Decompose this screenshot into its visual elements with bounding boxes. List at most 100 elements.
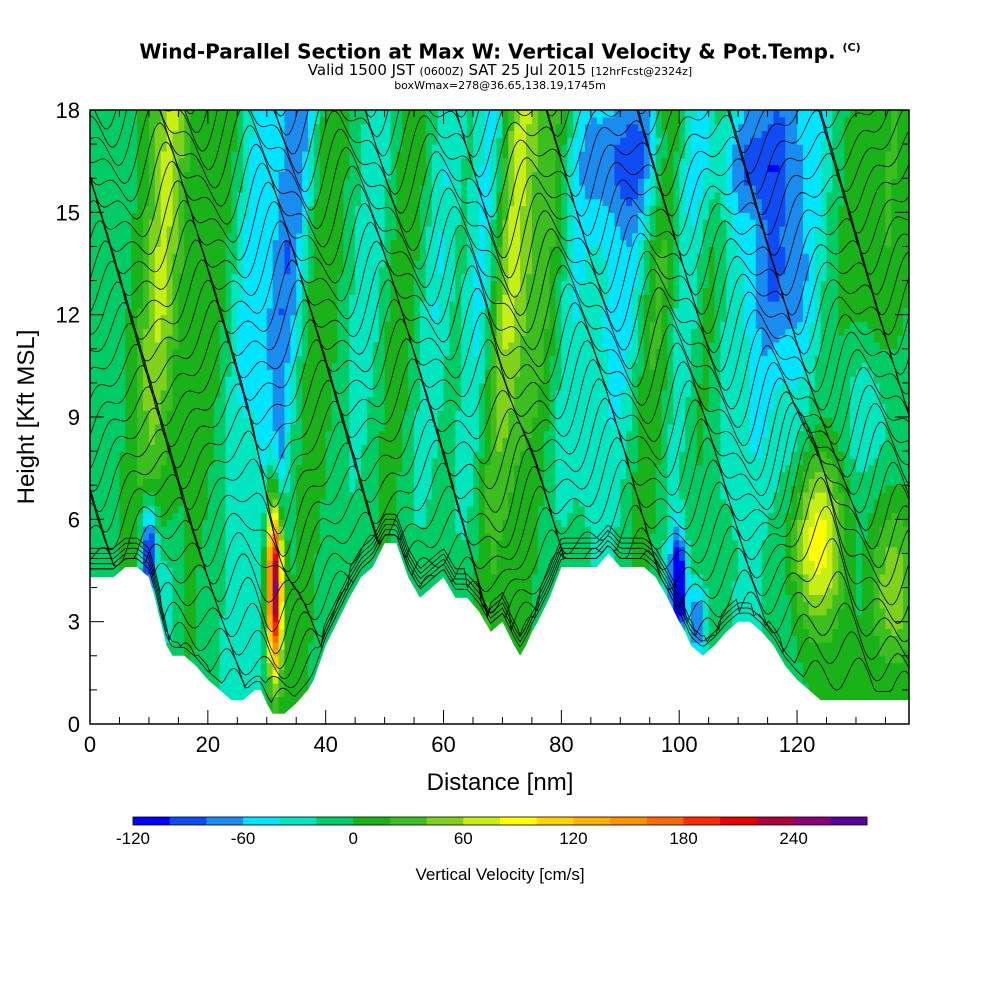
field-cell: [626, 492, 633, 500]
field-cell: [526, 628, 533, 636]
field-cell: [744, 539, 751, 548]
field-cell: [696, 648, 704, 657]
field-cell: [814, 683, 822, 691]
field-cell: [826, 546, 833, 555]
field-cell: [196, 553, 203, 561]
field-cell: [372, 526, 380, 534]
field-cell: [219, 662, 227, 671]
field-cell: [431, 519, 439, 527]
field-cell: [278, 553, 286, 561]
field-cell: [791, 608, 798, 616]
field-cell: [343, 546, 350, 555]
field-cell: [213, 546, 221, 555]
field-cell: [213, 683, 221, 691]
field-cell: [797, 580, 804, 589]
field-cell: [614, 505, 621, 514]
field-cell: [543, 553, 551, 561]
field-cell: [584, 498, 592, 507]
field-cell: [808, 567, 816, 575]
field-cell: [850, 587, 857, 595]
field-cell: [284, 498, 291, 507]
field-cell: [667, 512, 674, 520]
field-cell: [154, 526, 162, 534]
field-cell: [313, 635, 321, 643]
field-cell: [596, 519, 604, 527]
field-cell: [514, 519, 521, 527]
field-cell: [148, 512, 156, 520]
field-cell: [213, 560, 221, 568]
field-cell: [791, 492, 798, 500]
field-cell: [190, 492, 197, 500]
field-cell: [584, 492, 592, 500]
field-cell: [826, 662, 833, 671]
field-cell: [714, 628, 722, 636]
field-cell: [496, 614, 504, 623]
field-cell: [325, 553, 333, 561]
field-cell: [254, 655, 262, 664]
field-cell: [196, 662, 203, 671]
field-cell: [779, 492, 786, 500]
field-cell: [561, 532, 568, 541]
field-cell: [278, 689, 286, 698]
field-cell: [472, 478, 480, 486]
field-cell: [808, 539, 816, 548]
field-cell: [302, 655, 309, 664]
field-cell: [573, 478, 580, 486]
field-cell: [337, 532, 344, 541]
field-cell: [655, 485, 663, 493]
field-cell: [207, 532, 215, 541]
field-cell: [791, 655, 798, 664]
field-cell: [767, 628, 775, 636]
field-cell: [797, 546, 804, 555]
field-cell: [867, 505, 875, 514]
field-cell: [90, 532, 97, 541]
field-cell: [861, 492, 869, 500]
field-cell: [855, 669, 863, 677]
field-cell: [402, 532, 409, 541]
field-cell: [779, 655, 786, 664]
field-cell: [207, 621, 215, 630]
field-cell: [437, 505, 445, 514]
field-cell: [696, 478, 704, 486]
field-cell: [455, 539, 462, 548]
field-cell: [797, 587, 804, 595]
field-cell: [897, 689, 904, 698]
field-cell: [820, 689, 828, 698]
field-cell: [90, 539, 97, 548]
field-cell: [172, 628, 179, 636]
field-cell: [461, 553, 468, 561]
field-cell: [549, 498, 557, 507]
field-cell: [148, 580, 156, 589]
field-cell: [785, 662, 792, 671]
field-cell: [396, 526, 403, 534]
field-cell: [219, 553, 227, 561]
field-cell: [826, 655, 833, 664]
field-cell: [272, 655, 280, 664]
field-cell: [472, 505, 480, 514]
field-cell: [708, 628, 716, 636]
field-cell: [508, 512, 515, 520]
field-cell: [543, 539, 551, 548]
field-cell: [272, 669, 280, 677]
field-cell: [243, 560, 250, 568]
field-cell: [284, 655, 291, 664]
field-cell: [231, 655, 238, 664]
field-cell: [767, 485, 775, 493]
field-cell: [425, 498, 433, 507]
field-cell: [744, 580, 751, 589]
field-cell: [496, 526, 504, 534]
field-cell: [785, 614, 792, 623]
field-cell: [231, 526, 238, 534]
field-cell: [313, 580, 321, 589]
field-cell: [761, 573, 769, 582]
field-cell: [201, 628, 209, 636]
field-cell: [608, 512, 615, 520]
field-cell: [266, 587, 274, 595]
field-cell: [531, 539, 539, 548]
field-cell: [319, 532, 327, 541]
field-cell: [720, 628, 727, 636]
field-cell: [290, 587, 297, 595]
field-cell: [361, 526, 368, 534]
field-cell: [225, 648, 233, 657]
field-cell: [184, 519, 191, 527]
